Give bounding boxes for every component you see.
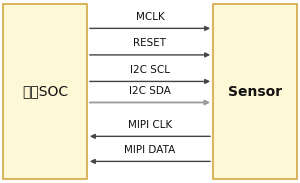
Text: 主控SOC: 主控SOC — [22, 85, 68, 98]
Text: RESET: RESET — [134, 38, 166, 48]
Text: I2C SDA: I2C SDA — [129, 86, 171, 96]
Text: MIPI CLK: MIPI CLK — [128, 120, 172, 130]
Text: Sensor: Sensor — [228, 85, 282, 98]
Text: I2C SCL: I2C SCL — [130, 65, 170, 75]
Bar — [213, 4, 297, 179]
Text: MIPI DATA: MIPI DATA — [124, 145, 176, 155]
Bar — [3, 4, 87, 179]
Text: MCLK: MCLK — [136, 12, 164, 22]
